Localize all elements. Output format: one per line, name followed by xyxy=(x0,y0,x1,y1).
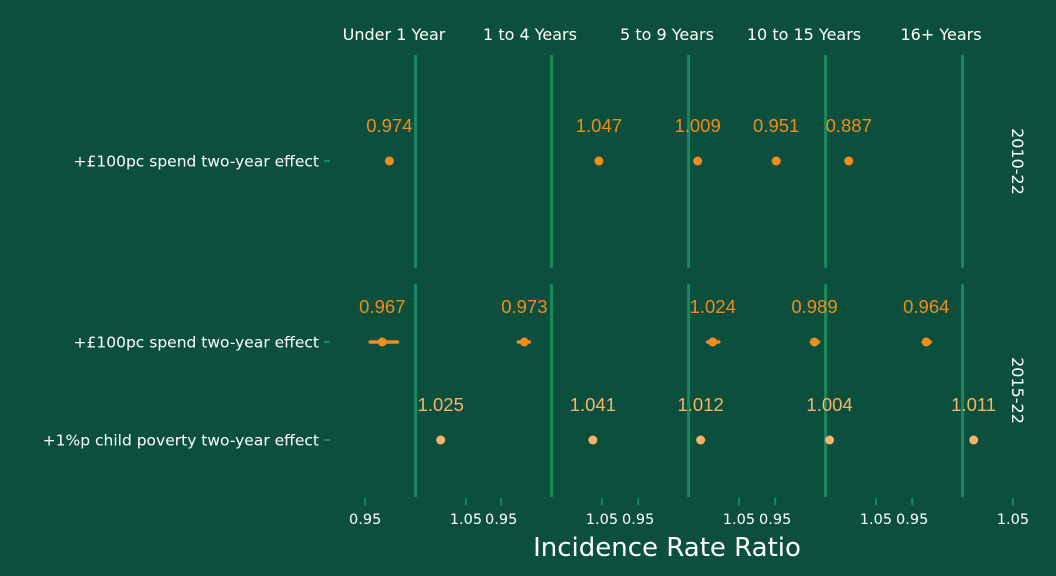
data-point-0-0-0 xyxy=(385,157,394,166)
value-label-0-0-0: 0.974 xyxy=(366,115,412,136)
x-tick-label-3-1: 1.05 xyxy=(860,512,892,528)
value-label-0-0-1: 1.047 xyxy=(576,115,622,136)
data-point-1-0-4 xyxy=(922,338,931,347)
x-tick-label-3-0: 0.95 xyxy=(759,512,791,528)
data-point-0-0-2 xyxy=(693,157,702,166)
x-tick-label-4-1: 1.05 xyxy=(997,512,1029,528)
facet-label-4: 16+ Years xyxy=(900,25,981,44)
data-point-1-0-3 xyxy=(810,338,819,347)
value-label-1-0-4: 0.964 xyxy=(903,296,949,317)
data-point-1-1-3 xyxy=(825,436,834,445)
data-point-1-0-1 xyxy=(520,338,529,347)
facet-label-0: Under 1 Year xyxy=(343,25,446,44)
data-point-0-0-4 xyxy=(844,157,853,166)
data-point-1-1-2 xyxy=(696,436,705,445)
facet-label-2: 5 to 9 Years xyxy=(620,25,714,44)
facet-label-1: 1 to 4 Years xyxy=(483,25,577,44)
row-facet-label-0: 2010-22 xyxy=(1008,128,1027,195)
x-tick-label-0-0: 0.95 xyxy=(349,512,381,528)
x-tick-label-1-0: 0.95 xyxy=(485,512,517,528)
x-tick-label-1-1: 1.05 xyxy=(586,512,618,528)
value-label-0-0-2: 1.009 xyxy=(674,115,720,136)
x-axis-title: Incidence Rate Ratio xyxy=(533,533,801,563)
data-point-1-0-2 xyxy=(708,338,717,347)
value-label-1-1-0: 1.025 xyxy=(418,394,464,415)
data-point-0-0-3 xyxy=(772,157,781,166)
x-tick-label-4-0: 0.95 xyxy=(896,512,928,528)
x-tick-label-2-1: 1.05 xyxy=(723,512,755,528)
x-tick-label-0-1: 1.05 xyxy=(450,512,482,528)
value-label-1-1-4: 1.011 xyxy=(951,394,996,415)
value-label-1-0-1: 0.973 xyxy=(501,296,547,317)
value-label-1-0-2: 1.024 xyxy=(690,296,736,317)
row-label-1-0: +£100pc spend two-year effect xyxy=(74,334,319,352)
row-label-0-0: +£100pc spend two-year effect xyxy=(74,153,319,171)
row-label-1-1: +1%p child poverty two-year effect xyxy=(43,432,319,450)
value-label-1-1-1: 1.041 xyxy=(570,394,616,415)
value-label-1-0-3: 0.989 xyxy=(791,296,837,317)
value-label-1-0-0: 0.967 xyxy=(359,296,405,317)
data-point-1-0-0 xyxy=(378,338,387,347)
data-point-1-1-4 xyxy=(969,436,978,445)
x-tick-label-2-0: 0.95 xyxy=(622,512,654,528)
data-point-1-1-0 xyxy=(436,436,445,445)
value-label-0-0-3: 0.951 xyxy=(753,115,799,136)
value-label-1-1-2: 1.012 xyxy=(677,394,723,415)
value-label-0-0-4: 0.887 xyxy=(826,115,872,136)
row-facet-label-1: 2015-22 xyxy=(1008,357,1027,424)
data-point-0-0-1 xyxy=(594,157,603,166)
facet-label-3: 10 to 15 Years xyxy=(747,25,861,44)
data-point-1-1-1 xyxy=(588,436,597,445)
value-label-1-1-3: 1.004 xyxy=(806,394,852,415)
